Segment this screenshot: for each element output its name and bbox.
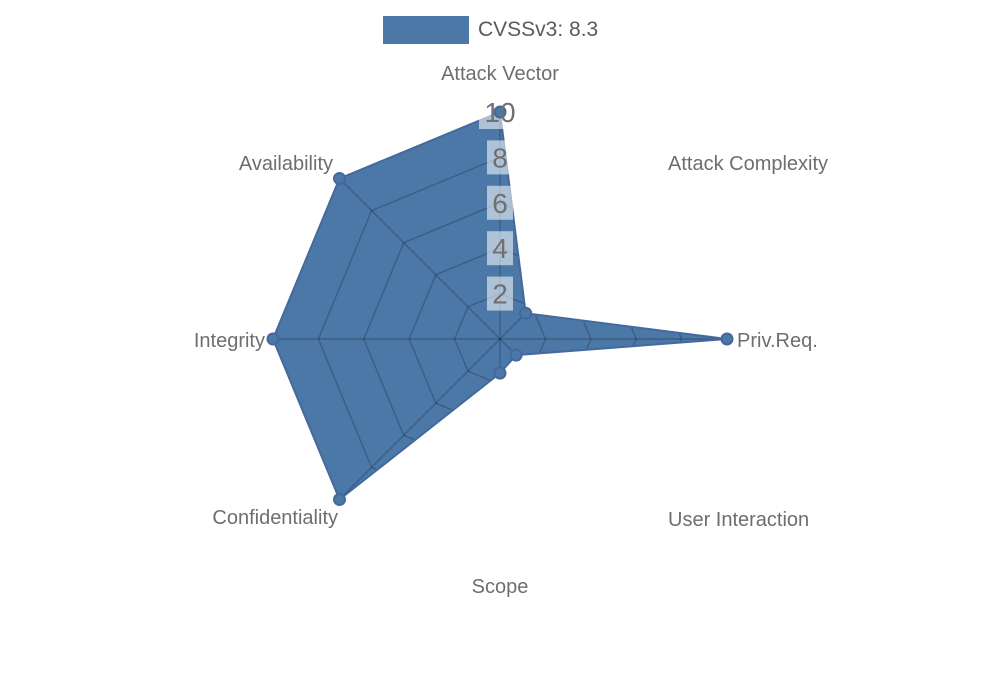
axis-label-scope: Scope xyxy=(472,576,529,598)
vertex-dot xyxy=(519,306,533,320)
vertex-dot xyxy=(333,493,346,506)
legend-swatch xyxy=(383,16,469,44)
axis-label-integrity: Integrity xyxy=(194,330,265,352)
radial-tick-label: 8 xyxy=(492,142,508,173)
legend-label: CVSSv3: 8.3 xyxy=(478,18,599,41)
vertex-dot xyxy=(266,332,280,346)
vertex-dot xyxy=(509,348,523,362)
axis-label-priv-req: Priv.Req. xyxy=(737,330,818,352)
radial-tick-label: 10 xyxy=(484,97,515,128)
radial-tick-label: 2 xyxy=(492,279,508,310)
chart-legend: CVSSv3: 8.3 xyxy=(383,16,598,44)
axis-label-attack-vector: Attack Vector xyxy=(441,63,559,85)
tick-box xyxy=(487,140,513,175)
vertex-dot xyxy=(720,332,734,346)
tick-box xyxy=(487,231,513,266)
tick-box xyxy=(487,185,513,220)
tick-box xyxy=(487,276,513,311)
grid-spoke xyxy=(499,338,661,500)
axis-label-availability: Availability xyxy=(239,153,333,175)
grid-spoke xyxy=(339,178,501,340)
vertex-dot xyxy=(493,105,507,119)
grid-spoke xyxy=(339,338,501,500)
vertex-dot xyxy=(493,366,507,380)
axis-label-confidentiality: Confidentiality xyxy=(212,507,338,529)
radial-tick-label: 4 xyxy=(492,233,508,264)
axis-label-attack-complexity: Attack Complexity xyxy=(668,153,828,175)
vertex-dot xyxy=(333,172,346,185)
radial-tick-label: 6 xyxy=(492,188,508,219)
axis-label-user-interaction: User Interaction xyxy=(668,509,809,531)
